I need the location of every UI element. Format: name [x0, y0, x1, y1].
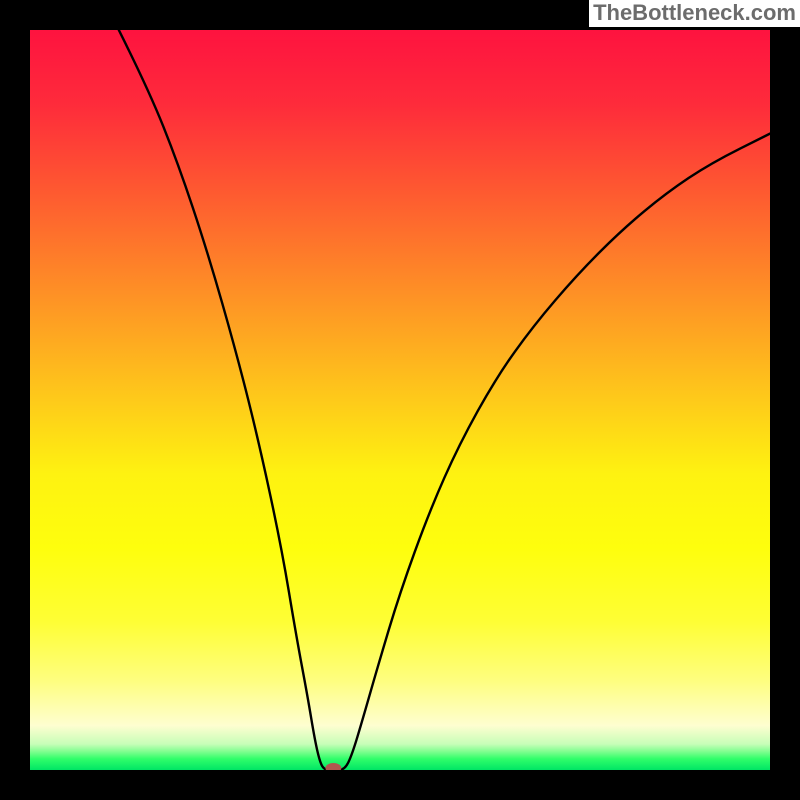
- chart-background: [30, 30, 770, 770]
- attribution-label: TheBottleneck.com: [589, 0, 800, 27]
- attribution-text: TheBottleneck.com: [593, 0, 796, 25]
- plot-area: [30, 30, 770, 770]
- chart-svg: [30, 30, 770, 770]
